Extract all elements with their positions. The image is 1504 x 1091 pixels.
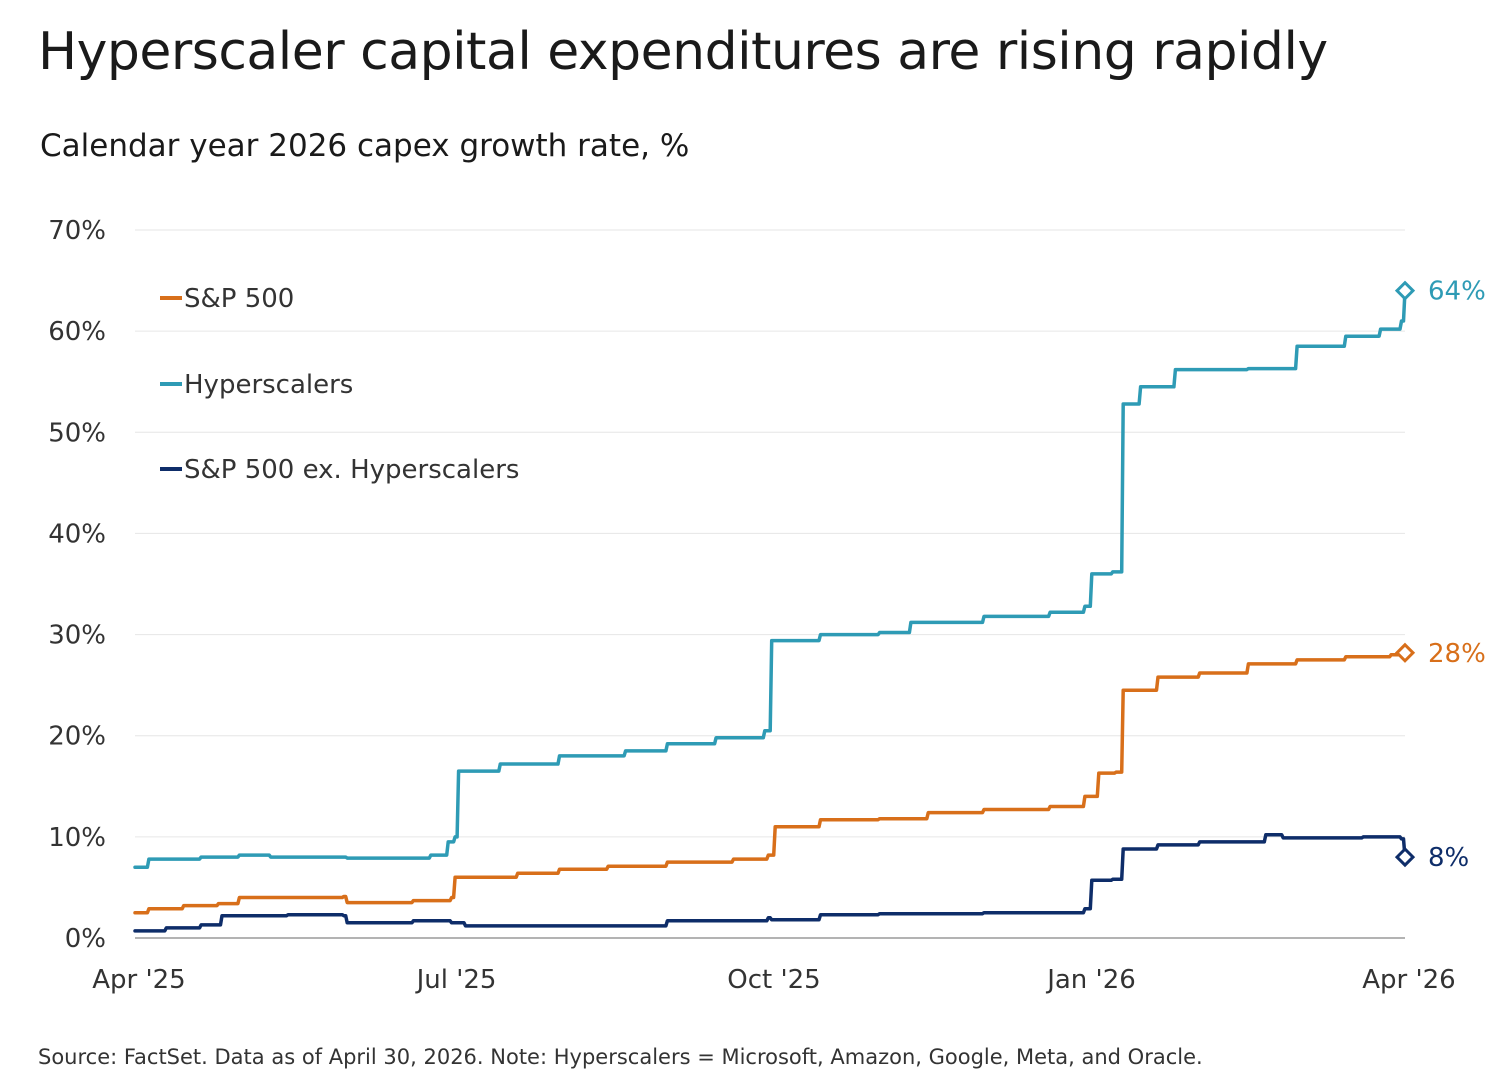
legend-label: S&P 500 (184, 284, 294, 314)
end-marker (1394, 642, 1416, 663)
series-line (133, 288, 1407, 869)
x-tick-label: Jan '26 (1045, 965, 1136, 995)
end-marker (1394, 280, 1416, 301)
source-note: Source: FactSet. Data as of April 30, 20… (38, 1045, 1203, 1069)
y-tick-label: 50% (48, 418, 106, 448)
legend: S&P 500 Hyperscalers S&P 500 ex. Hyperscal… (160, 284, 519, 485)
x-tick-label: Apr '26 (1362, 965, 1455, 995)
end-value-label: 64% (1428, 277, 1486, 307)
series-lines (133, 288, 1407, 933)
gridlines (135, 229, 1405, 939)
end-markers: 28% 64% 8% (1394, 277, 1486, 873)
series-line (133, 833, 1407, 933)
y-axis-ticks: 0% 10% 20% 30% 40% 50% 60% 70% (48, 216, 106, 954)
series-line (133, 651, 1407, 915)
y-tick-label: 40% (48, 519, 106, 549)
chart-title: Hyperscaler capital expenditures are ris… (38, 22, 1328, 82)
y-tick-label: 10% (48, 823, 106, 853)
legend-label: S&P 500 ex. Hyperscalers (184, 455, 519, 485)
end-value-label: 8% (1428, 843, 1469, 873)
y-tick-label: 60% (48, 317, 106, 347)
x-axis-ticks: Apr '25 Jul '25 Oct '25 Jan '26 Apr '26 (92, 965, 1455, 995)
y-tick-label: 20% (48, 722, 106, 752)
legend-label: Hyperscalers (184, 370, 353, 400)
x-tick-label: Oct '25 (727, 965, 820, 995)
y-tick-label: 70% (48, 216, 106, 246)
end-value-label: 28% (1428, 639, 1486, 669)
x-tick-label: Apr '25 (92, 965, 185, 995)
y-tick-label: 0% (65, 924, 106, 954)
end-marker (1394, 846, 1416, 868)
chart-subtitle: Calendar year 2026 capex growth rate, % (40, 128, 690, 164)
x-tick-label: Jul '25 (415, 965, 497, 995)
y-tick-label: 30% (48, 621, 106, 651)
